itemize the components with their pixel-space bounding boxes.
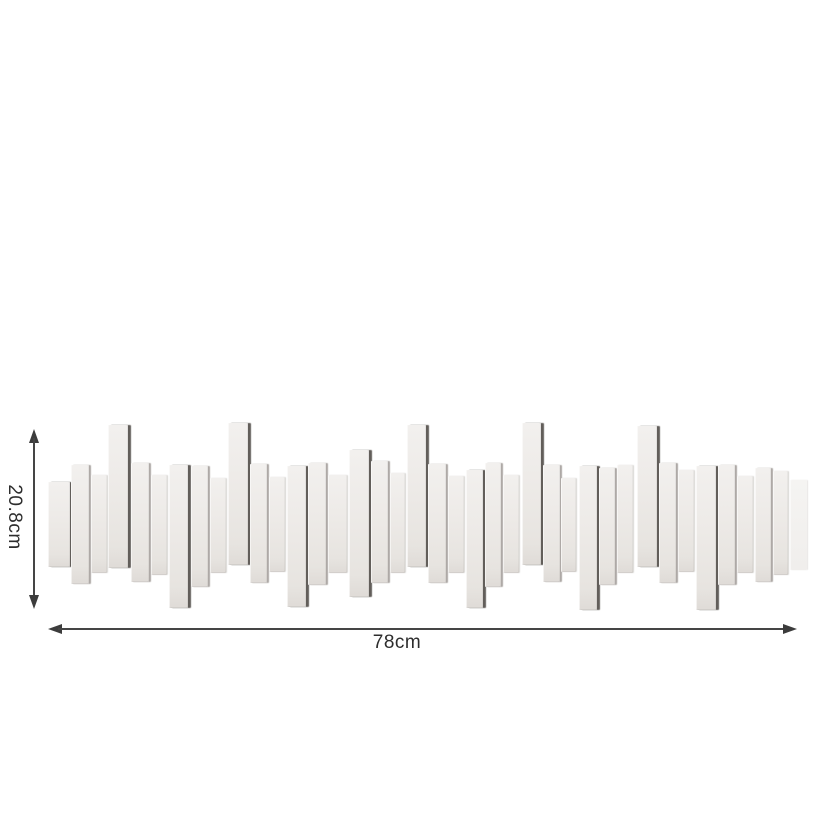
rack-slat — [250, 464, 267, 583]
rack-slat — [617, 465, 633, 573]
rack-slat — [228, 423, 248, 565]
rack-slat — [91, 475, 107, 573]
arrowhead-left-icon — [48, 624, 62, 634]
width-dimension-line — [58, 628, 786, 630]
rack-slat — [269, 477, 285, 572]
rack-slat — [48, 482, 70, 567]
rack-slat — [448, 476, 464, 573]
rack-slat — [579, 466, 597, 610]
rack-slat — [210, 478, 226, 573]
rack-slat — [466, 470, 483, 608]
rack-slat — [151, 475, 167, 575]
rack-slat — [599, 468, 615, 585]
rack-slat — [108, 425, 128, 568]
rack-slat — [659, 463, 676, 583]
rack-slat — [773, 471, 788, 575]
rack-slat — [328, 475, 347, 573]
rack-slat — [561, 478, 576, 572]
rack-slat — [349, 450, 369, 597]
rack-slat — [678, 470, 694, 572]
rack-slat — [371, 461, 388, 583]
rack-slat — [522, 423, 541, 565]
rack-slat — [543, 465, 560, 582]
rack-slat — [287, 466, 306, 607]
rack-slat — [696, 466, 716, 610]
rack-slat — [755, 468, 771, 582]
rack-slat — [169, 465, 188, 608]
rack-slat — [131, 463, 149, 582]
rack-slat — [503, 475, 519, 573]
rack-slat — [71, 465, 89, 584]
rack-slat — [637, 426, 657, 567]
height-dimension-label: 20.8cm — [4, 484, 25, 550]
rack-slat — [485, 463, 501, 587]
rack-slat — [390, 473, 405, 573]
arrowhead-up-icon — [29, 429, 39, 443]
width-dimension-label: 78cm — [372, 632, 422, 653]
rack-slat — [737, 476, 753, 573]
rack-slat — [308, 463, 326, 585]
rack-slat — [191, 466, 208, 587]
arrowhead-down-icon — [29, 595, 39, 609]
rack-slat — [718, 465, 735, 585]
arrowhead-right-icon — [783, 624, 797, 634]
rack-slat — [790, 480, 807, 570]
height-dimension-line — [33, 438, 35, 602]
rack-slat — [407, 425, 426, 567]
rack-slat — [428, 464, 446, 583]
